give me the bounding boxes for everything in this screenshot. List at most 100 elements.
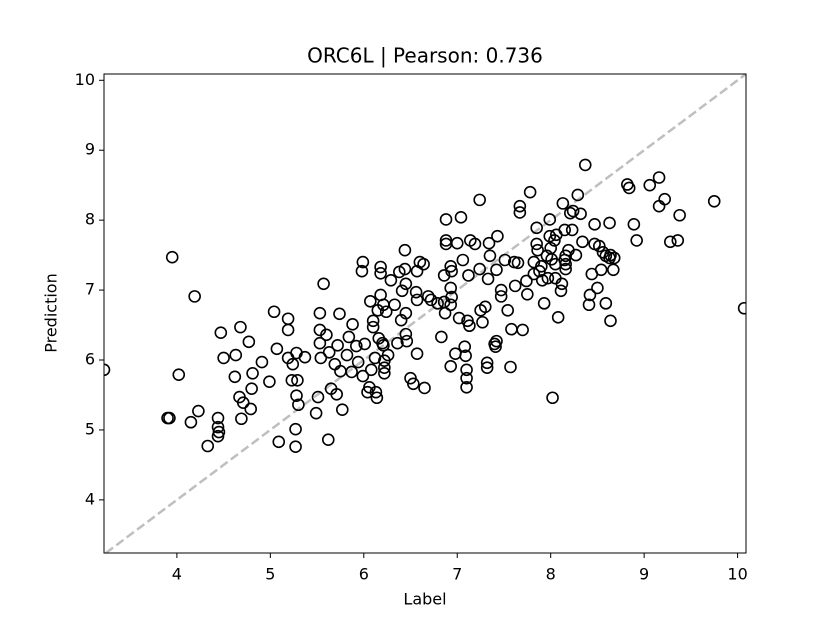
scatter-point (513, 199, 527, 213)
scatter-point (489, 340, 502, 354)
scatter-point (356, 369, 370, 383)
scatter-point (658, 192, 671, 206)
scatter-point (511, 256, 525, 270)
scatter-point (366, 320, 380, 334)
scatter-point (541, 271, 555, 285)
x-tick-label: 10 (727, 565, 747, 584)
scatter-point (574, 207, 587, 221)
scatter-point (476, 315, 489, 329)
scatter-point (607, 263, 620, 277)
scatter-point (444, 359, 457, 373)
scatter-point (421, 290, 435, 303)
scatter-point (321, 433, 335, 447)
scatter-point (286, 357, 300, 371)
scatter-point (671, 234, 685, 247)
scatter-point (468, 237, 482, 251)
scatter-point (217, 351, 230, 365)
scatter-point (235, 412, 248, 426)
scatter-point (263, 375, 276, 388)
scatter-point (599, 297, 613, 310)
scatter-point (398, 243, 412, 257)
x-tick-label: 8 (546, 565, 556, 584)
scatter-point (559, 262, 572, 276)
scatter-point (374, 260, 387, 274)
scatter-point (473, 193, 486, 207)
scatter-point (309, 406, 323, 420)
scatter-point (627, 218, 641, 231)
scatter-point (543, 213, 557, 226)
identity-line (105, 72, 747, 555)
scatter-point (388, 298, 401, 312)
scatter-point (664, 235, 677, 249)
scatter-point (384, 273, 398, 287)
scatter-point (407, 377, 420, 391)
scatter-point (452, 311, 466, 325)
scatter-point (460, 380, 473, 394)
scatter-point (410, 293, 424, 307)
scatter-point (333, 307, 346, 321)
scatter-point (399, 327, 413, 341)
scatter-point (444, 298, 457, 312)
scatter-point (555, 277, 569, 291)
scatter-point (566, 204, 580, 218)
scatter-point (236, 396, 250, 409)
scatter-point (554, 284, 568, 298)
scatter-point (583, 288, 597, 302)
scatter-point (520, 274, 533, 288)
scatter-point (591, 281, 604, 295)
scatter-point (494, 290, 508, 303)
scatter-point (571, 188, 585, 202)
scatter-point (630, 234, 643, 247)
scatter-point (211, 411, 225, 425)
scatter-point (449, 347, 462, 361)
scatter-point (444, 281, 457, 295)
scatter-point (409, 285, 423, 299)
scatter-point (346, 318, 359, 331)
scatter-point (603, 216, 616, 230)
scatter-point (289, 440, 302, 454)
scatter-point (504, 360, 517, 374)
scatter-point (342, 330, 356, 344)
scatter-point (320, 328, 333, 342)
y-tick-label: 5 (85, 419, 95, 438)
scatter-point (418, 381, 431, 395)
scatter-point (478, 300, 492, 314)
scatter-point (381, 348, 395, 362)
scatter-point (172, 368, 186, 381)
scatter-point (335, 403, 349, 416)
scatter-point (377, 339, 390, 352)
scatter-point (445, 264, 458, 278)
scatter-point (358, 337, 372, 351)
y-tick-label: 8 (85, 210, 95, 229)
scatter-point (345, 365, 358, 379)
scatter-point (576, 235, 589, 249)
scatter-point (313, 336, 327, 350)
scatter-point (592, 239, 606, 253)
scatter-point (491, 229, 504, 243)
scatter-point (521, 287, 534, 301)
scatter-point (201, 439, 215, 453)
scatter-point (435, 330, 448, 344)
scatter-point (351, 355, 365, 369)
scatter-point (643, 178, 657, 192)
scatter-point (192, 404, 205, 418)
scatter-point (458, 340, 472, 354)
scatter-point (523, 185, 537, 199)
scatter-point (444, 259, 457, 273)
scatter-point (604, 314, 617, 328)
scatter-point (535, 273, 549, 287)
scatter-point (582, 298, 596, 312)
scatter-point (356, 255, 370, 269)
scatter-point (246, 366, 259, 380)
scatter-point (473, 262, 486, 276)
scatter-point (355, 264, 369, 278)
scatter-point (438, 306, 452, 320)
scatter-point (652, 199, 666, 213)
scatter-point (104, 363, 111, 377)
scatter-point (558, 223, 572, 237)
scatter-point (281, 323, 295, 337)
scatter-point (556, 197, 570, 210)
scatter-point (569, 248, 583, 262)
x-tick-label: 9 (639, 565, 649, 584)
